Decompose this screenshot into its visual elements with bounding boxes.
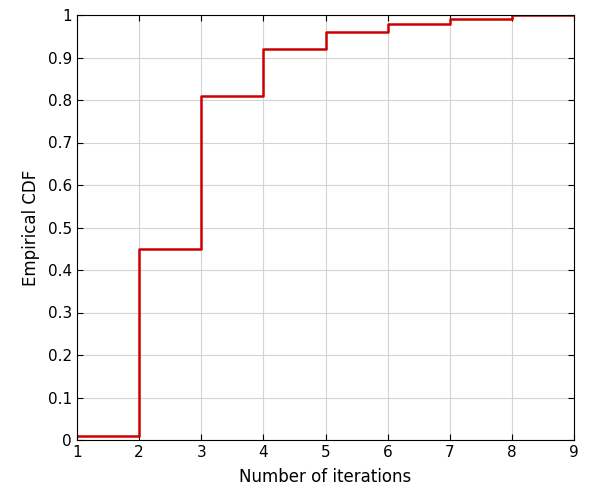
X-axis label: Number of iterations: Number of iterations <box>240 468 411 486</box>
Y-axis label: Empirical CDF: Empirical CDF <box>21 170 40 285</box>
